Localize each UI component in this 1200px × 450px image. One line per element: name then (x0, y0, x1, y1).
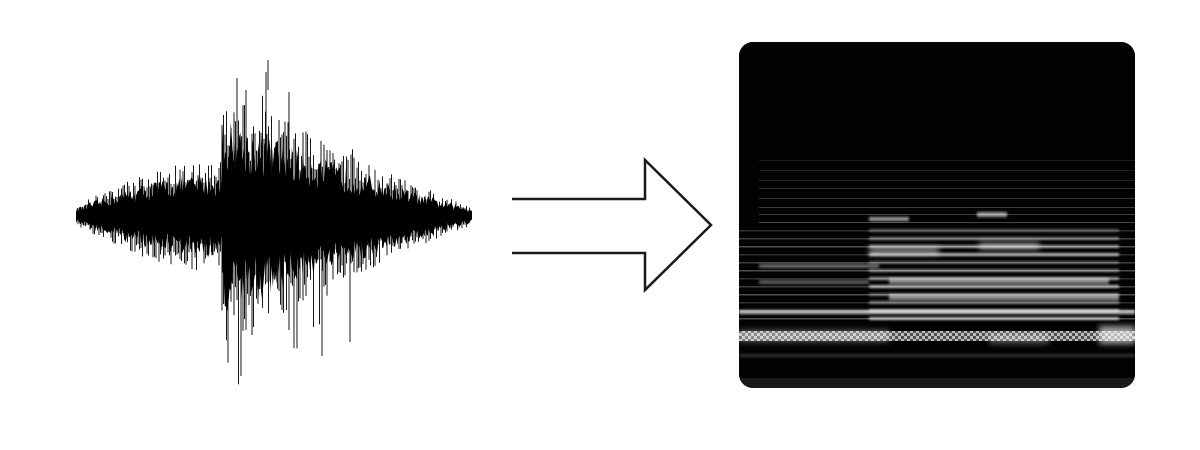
right-arrow-icon (512, 157, 713, 293)
spectrogram-image (739, 42, 1135, 388)
audio-waveform-icon (76, 60, 472, 385)
